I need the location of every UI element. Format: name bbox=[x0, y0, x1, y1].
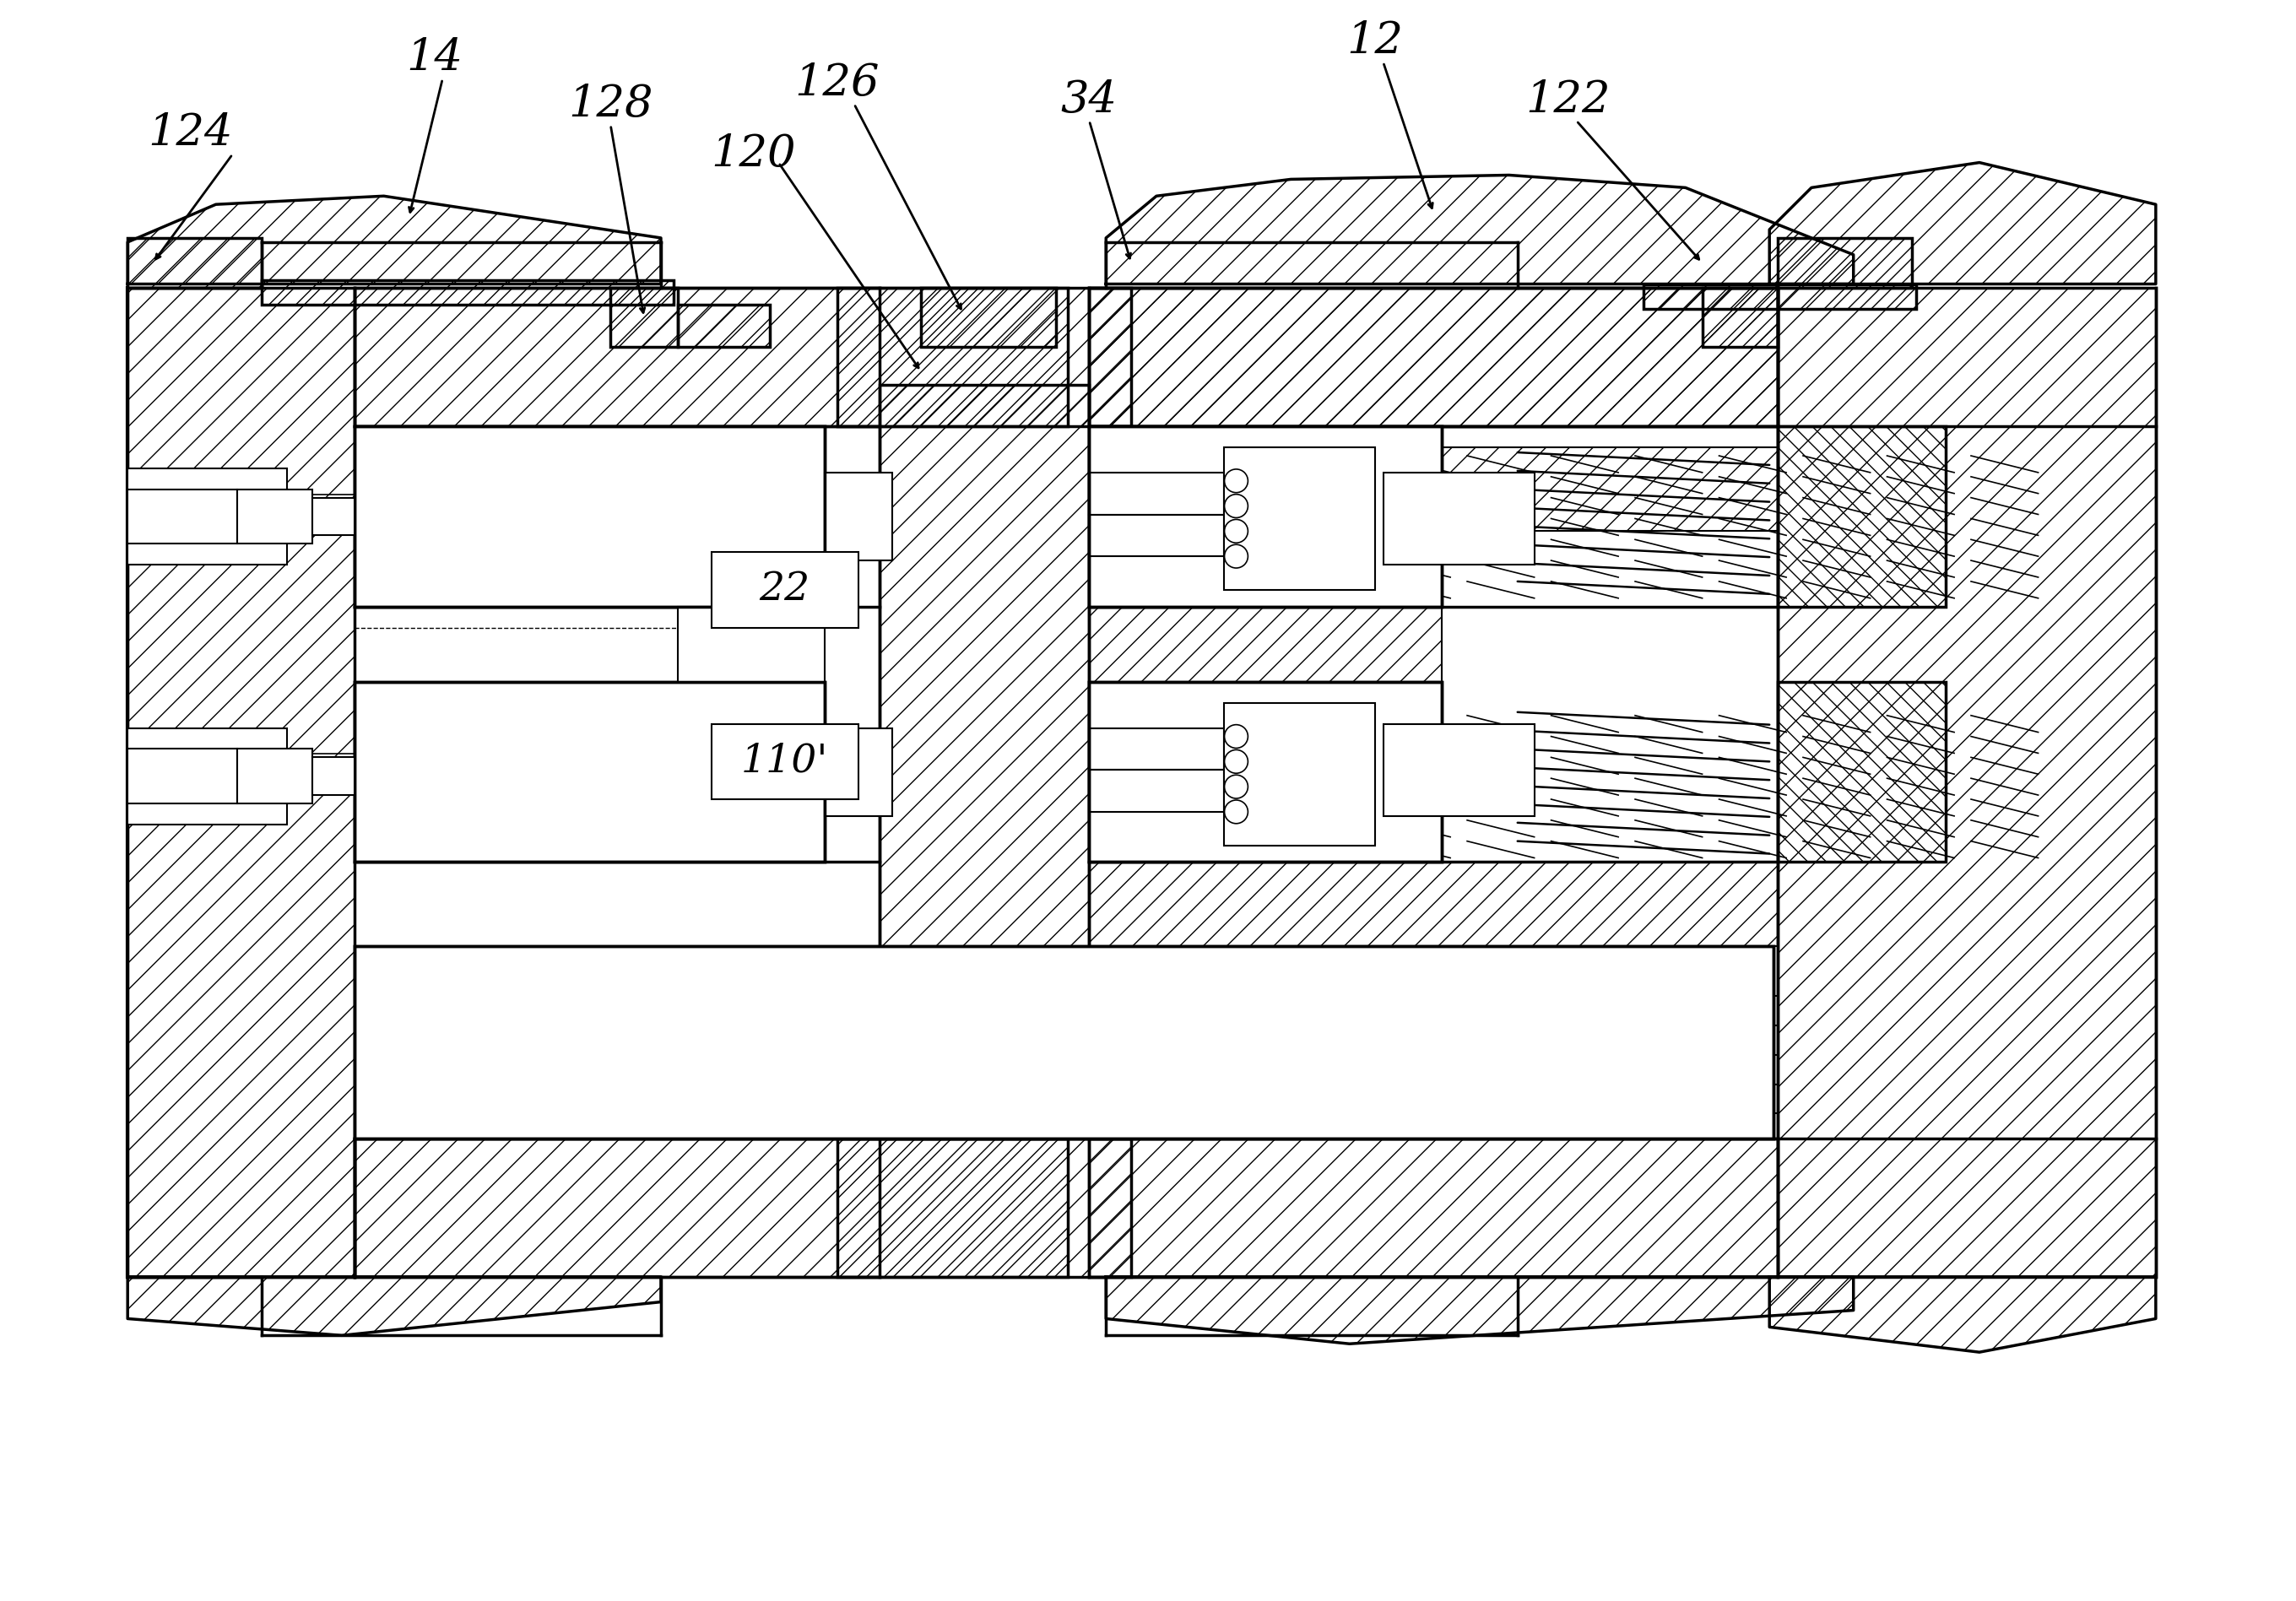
Bar bbox=[838, 288, 1132, 426]
Text: 34: 34 bbox=[1061, 78, 1118, 122]
Bar bbox=[1644, 283, 1917, 309]
Text: 22: 22 bbox=[760, 570, 810, 608]
Text: 128: 128 bbox=[567, 82, 652, 125]
Bar bbox=[879, 384, 1088, 1138]
Bar bbox=[129, 239, 262, 288]
Bar bbox=[1088, 770, 1224, 812]
Bar bbox=[354, 946, 1773, 1138]
Bar bbox=[824, 472, 891, 560]
Bar bbox=[712, 552, 859, 628]
Bar bbox=[1777, 426, 1945, 607]
Bar bbox=[1224, 703, 1375, 845]
Bar bbox=[1088, 447, 1777, 532]
Text: 12: 12 bbox=[1345, 19, 1403, 62]
Bar bbox=[129, 749, 236, 804]
Bar bbox=[236, 490, 312, 544]
Bar bbox=[677, 304, 769, 347]
Bar bbox=[262, 280, 673, 304]
Bar bbox=[129, 469, 287, 565]
Text: 124: 124 bbox=[149, 112, 232, 155]
Bar bbox=[354, 426, 824, 607]
Bar bbox=[354, 682, 824, 861]
Bar bbox=[1382, 472, 1534, 565]
Bar bbox=[1777, 682, 1945, 861]
Bar bbox=[1088, 682, 1442, 861]
Bar bbox=[611, 288, 677, 347]
Bar bbox=[1088, 472, 1224, 514]
Text: 126: 126 bbox=[794, 61, 879, 104]
Bar bbox=[1088, 426, 1442, 607]
Bar bbox=[1088, 682, 1442, 861]
Bar bbox=[1088, 426, 1442, 607]
Bar bbox=[1088, 607, 1442, 682]
Bar bbox=[677, 607, 824, 682]
Bar bbox=[312, 757, 354, 796]
Bar bbox=[129, 288, 354, 1276]
Bar bbox=[312, 498, 354, 535]
Text: 122: 122 bbox=[1525, 78, 1609, 122]
Text: 120: 120 bbox=[712, 133, 797, 176]
Bar bbox=[354, 682, 824, 861]
Bar bbox=[1088, 728, 1224, 770]
Text: 14: 14 bbox=[406, 37, 461, 80]
Bar bbox=[1777, 288, 2156, 1276]
Bar bbox=[1088, 1138, 1777, 1276]
Bar bbox=[354, 946, 1773, 1138]
Bar bbox=[1088, 861, 1777, 946]
Bar bbox=[712, 724, 859, 799]
Bar bbox=[838, 1138, 1132, 1276]
Bar bbox=[1088, 288, 1777, 426]
Bar bbox=[1088, 514, 1224, 556]
Text: 110': 110' bbox=[742, 743, 829, 781]
Bar bbox=[129, 490, 236, 544]
Bar bbox=[1382, 724, 1534, 817]
Bar bbox=[129, 728, 287, 825]
Bar bbox=[1777, 239, 1913, 288]
Bar bbox=[1701, 288, 1777, 347]
Bar bbox=[354, 1138, 1068, 1276]
Bar bbox=[1224, 447, 1375, 589]
Bar bbox=[354, 288, 1068, 426]
Bar bbox=[921, 288, 1056, 347]
Bar bbox=[1088, 288, 1777, 426]
Bar bbox=[824, 728, 891, 817]
Bar bbox=[236, 749, 312, 804]
Bar bbox=[354, 426, 824, 607]
